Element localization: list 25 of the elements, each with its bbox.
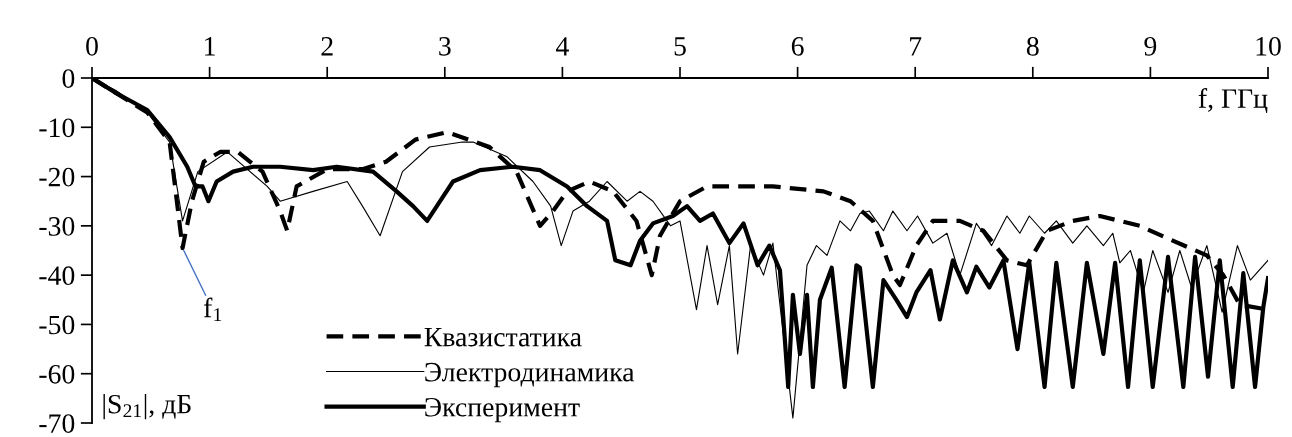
y-tick-label: -10: [39, 118, 75, 138]
y-tick-label: -30: [39, 217, 75, 236]
legend-label: Электродинамика: [425, 362, 635, 388]
legend-label: Эксперимент: [425, 397, 580, 423]
x-tick-label: 1: [205, 37, 215, 56]
annotation: f$_{1}$: [203, 297, 222, 321]
y-axis-title: |S$_{21}$|, дБ: [103, 393, 191, 420]
x-tick-label: 9: [1144, 37, 1157, 56]
x-tick-label: 2: [321, 37, 333, 56]
y-tick-label: -50: [39, 315, 75, 335]
legend-label: Квазистатика: [424, 327, 582, 347]
x-tick-label: 6: [791, 37, 804, 56]
x-tick-label: 4: [556, 37, 569, 56]
x-tick-label: 10: [1256, 36, 1281, 56]
x-tick-label: 8: [1026, 36, 1039, 56]
x-tick-label: 3: [439, 37, 451, 56]
y-tick-label: -70: [39, 414, 75, 433]
x-tick-label: 0: [86, 36, 98, 56]
y-tick-label: 0: [62, 69, 75, 88]
x-tick-label: 7: [910, 37, 922, 56]
y-tick-label: -40: [39, 266, 75, 286]
x-tick-label: 5: [674, 37, 686, 56]
y-tick-label: -60: [39, 364, 75, 384]
y-tick-label: -20: [39, 167, 75, 187]
x-axis-title: f, ГГц: [1198, 88, 1268, 113]
